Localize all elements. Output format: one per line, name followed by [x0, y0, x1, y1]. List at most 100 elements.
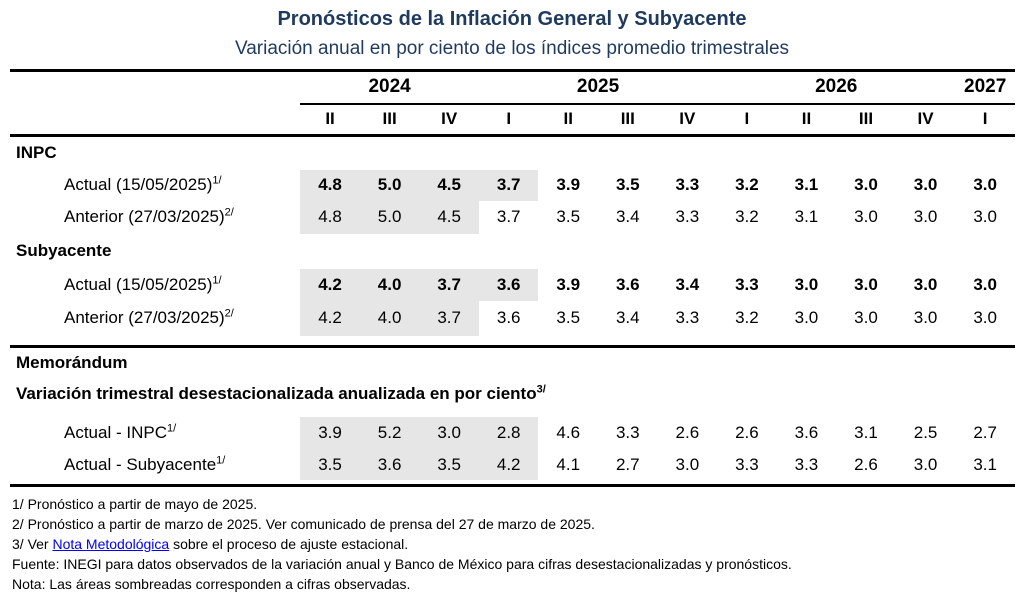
memo-header: Memorándum	[10, 344, 1015, 378]
value-cell: 3.3	[675, 175, 700, 194]
nota-metodologica-link[interactable]: Nota Metodológica	[52, 536, 170, 552]
year-group-2025: 2025	[478, 70, 718, 105]
value-cell: 3.0	[913, 274, 938, 294]
page-subtitle: Variación anual en por ciento de los índ…	[234, 38, 790, 59]
value-cell: 2.7	[973, 423, 997, 442]
value-cell: 3.4	[615, 308, 640, 327]
value-cell: 4.8	[300, 200, 360, 234]
quarter-header: IV	[657, 103, 718, 137]
value-cell: 3.0	[675, 454, 700, 474]
year-group-2026: 2026	[717, 70, 956, 105]
footnote-marker: 3/	[536, 383, 546, 396]
footnote-marker: 1/	[212, 273, 222, 286]
memo-subheader-row: Variación trimestral desestacionalizada …	[10, 378, 1015, 417]
memo-header-row: Memorándum	[10, 344, 1015, 378]
value-cell: 5.0	[359, 200, 420, 234]
quarter-header: I	[717, 103, 777, 137]
value-cell: 2.6	[735, 423, 759, 442]
row-label: Anterior (27/03/2025)2/	[10, 301, 300, 336]
value-cell: 2.6	[675, 423, 700, 442]
value-cell: 3.5	[615, 175, 640, 194]
section-header-row: Subyacente	[10, 234, 1015, 269]
row-label-text: Anterior (27/03/2025)	[64, 308, 225, 327]
value-cell: 3.3	[735, 454, 759, 474]
value-cell: 3.9	[556, 274, 581, 294]
value-cell: 3.4	[615, 207, 640, 226]
spacer-row	[10, 336, 1015, 347]
value-cell: 3.0	[913, 454, 938, 474]
value-cell: 3.9	[300, 417, 360, 449]
footnote-3-suffix: sobre el proceso de ajuste estacional.	[169, 536, 409, 552]
year-group-2027: 2027	[955, 70, 1015, 105]
value-cell: 3.0	[913, 308, 938, 327]
forecast-row: Actual (15/05/2025)1/4.8 5.0 4.5 3.7 3.9 3.5 3…	[10, 169, 1015, 201]
value-cell: 3.7	[419, 268, 479, 301]
value-cell: 3.7	[496, 207, 521, 226]
spacer-row	[10, 480, 1015, 486]
value-cell: 3.0	[854, 274, 878, 294]
row-label-text: Anterior (27/03/2025)	[64, 207, 225, 226]
value-cell: 3.1	[973, 454, 997, 474]
value-cell: 3.6	[496, 308, 521, 327]
value-cell: 3.0	[794, 308, 819, 327]
value-cell: 3.1	[854, 423, 878, 442]
section-header-row: INPC	[10, 136, 1015, 170]
section-header: Subyacente	[16, 241, 112, 260]
value-cell: 3.1	[794, 175, 819, 194]
quarter-header-row: II III IV I II III IV I II III IV I	[10, 103, 1015, 137]
report-header: Pronósticos de la Inflación General y Su…	[0, 0, 1024, 60]
source-note: Fuente: INEGI para datos observados de l…	[12, 556, 792, 572]
label-column-spacer	[10, 71, 300, 104]
footnote-marker: 1/	[216, 453, 226, 466]
value-cell: 4.1	[556, 454, 581, 474]
value-cell: 3.3	[735, 274, 759, 294]
value-cell: 4.2	[478, 449, 539, 480]
value-cell: 3.7	[419, 300, 479, 336]
footnote-marker: 1/	[166, 422, 177, 435]
page-title: Pronósticos de la Inflación General y Su…	[277, 8, 747, 30]
row-label-text: Actual - Subyacente	[64, 454, 217, 474]
quarter-header: I	[478, 103, 539, 137]
row-label-text: Actual (15/05/2025)	[64, 175, 213, 194]
value-cell: 3.2	[735, 308, 759, 327]
quarter-header: III	[598, 103, 658, 137]
value-cell: 4.6	[556, 423, 581, 442]
value-cell: 3.2	[735, 207, 759, 226]
value-cell: 4.8	[300, 169, 360, 201]
value-cell: 3.7	[478, 169, 539, 201]
quarter-header: III	[836, 103, 896, 137]
value-cell: 3.3	[615, 423, 640, 442]
value-cell: 3.5	[300, 449, 360, 480]
value-cell: 3.5	[556, 207, 581, 226]
quarter-header: III	[359, 103, 420, 137]
forecast-table: 2024 2025 2026 2027 II III IV I II III I…	[10, 69, 1015, 487]
quarter-header: II	[776, 103, 837, 137]
footnote-1: 1/ Pronóstico a partir de mayo de 2025.	[12, 496, 258, 512]
value-cell: 5.2	[359, 417, 420, 449]
value-cell: 3.0	[854, 207, 878, 226]
footnote-2: 2/ Pronóstico a partir de marzo de 2025.…	[12, 516, 595, 532]
value-cell: 3.4	[675, 274, 700, 294]
value-cell: 3.0	[973, 175, 997, 194]
forecast-row: Actual - INPC1/3.9 5.2 3.0 2.8 4.6 3.3 2.6 2.6 3…	[10, 417, 1015, 449]
value-cell: 3.6	[478, 268, 539, 301]
value-cell: 3.0	[973, 274, 997, 294]
quarter-header: II	[300, 103, 360, 137]
value-cell: 3.2	[735, 175, 759, 194]
value-cell: 3.0	[794, 274, 819, 294]
quarter-header: IV	[895, 103, 956, 137]
row-label: Anterior (27/03/2025)2/	[10, 201, 300, 234]
forecast-row: Anterior (27/03/2025)2/4.2 4.0 3.7 3.6 3.5 3.…	[10, 300, 1015, 336]
footnote-3: 3/ Ver Nota Metodológica sobre el proces…	[12, 534, 1024, 554]
value-cell: 3.6	[359, 449, 420, 480]
footnote-3-prefix: 3/ Ver	[12, 536, 53, 552]
quarter-header: I	[955, 103, 1015, 137]
forecast-row: Actual (15/05/2025)1/4.2 4.0 3.7 3.6 3.9 3.6 3…	[10, 268, 1015, 301]
value-cell: 3.0	[854, 308, 878, 327]
forecast-row: Anterior (27/03/2025)2/4.8 5.0 4.5 3.7 3.5 3.…	[10, 200, 1015, 234]
label-column-spacer	[10, 103, 301, 137]
year-group-2024: 2024	[300, 70, 479, 105]
value-cell: 3.0	[913, 175, 938, 194]
value-cell: 2.5	[913, 423, 938, 442]
